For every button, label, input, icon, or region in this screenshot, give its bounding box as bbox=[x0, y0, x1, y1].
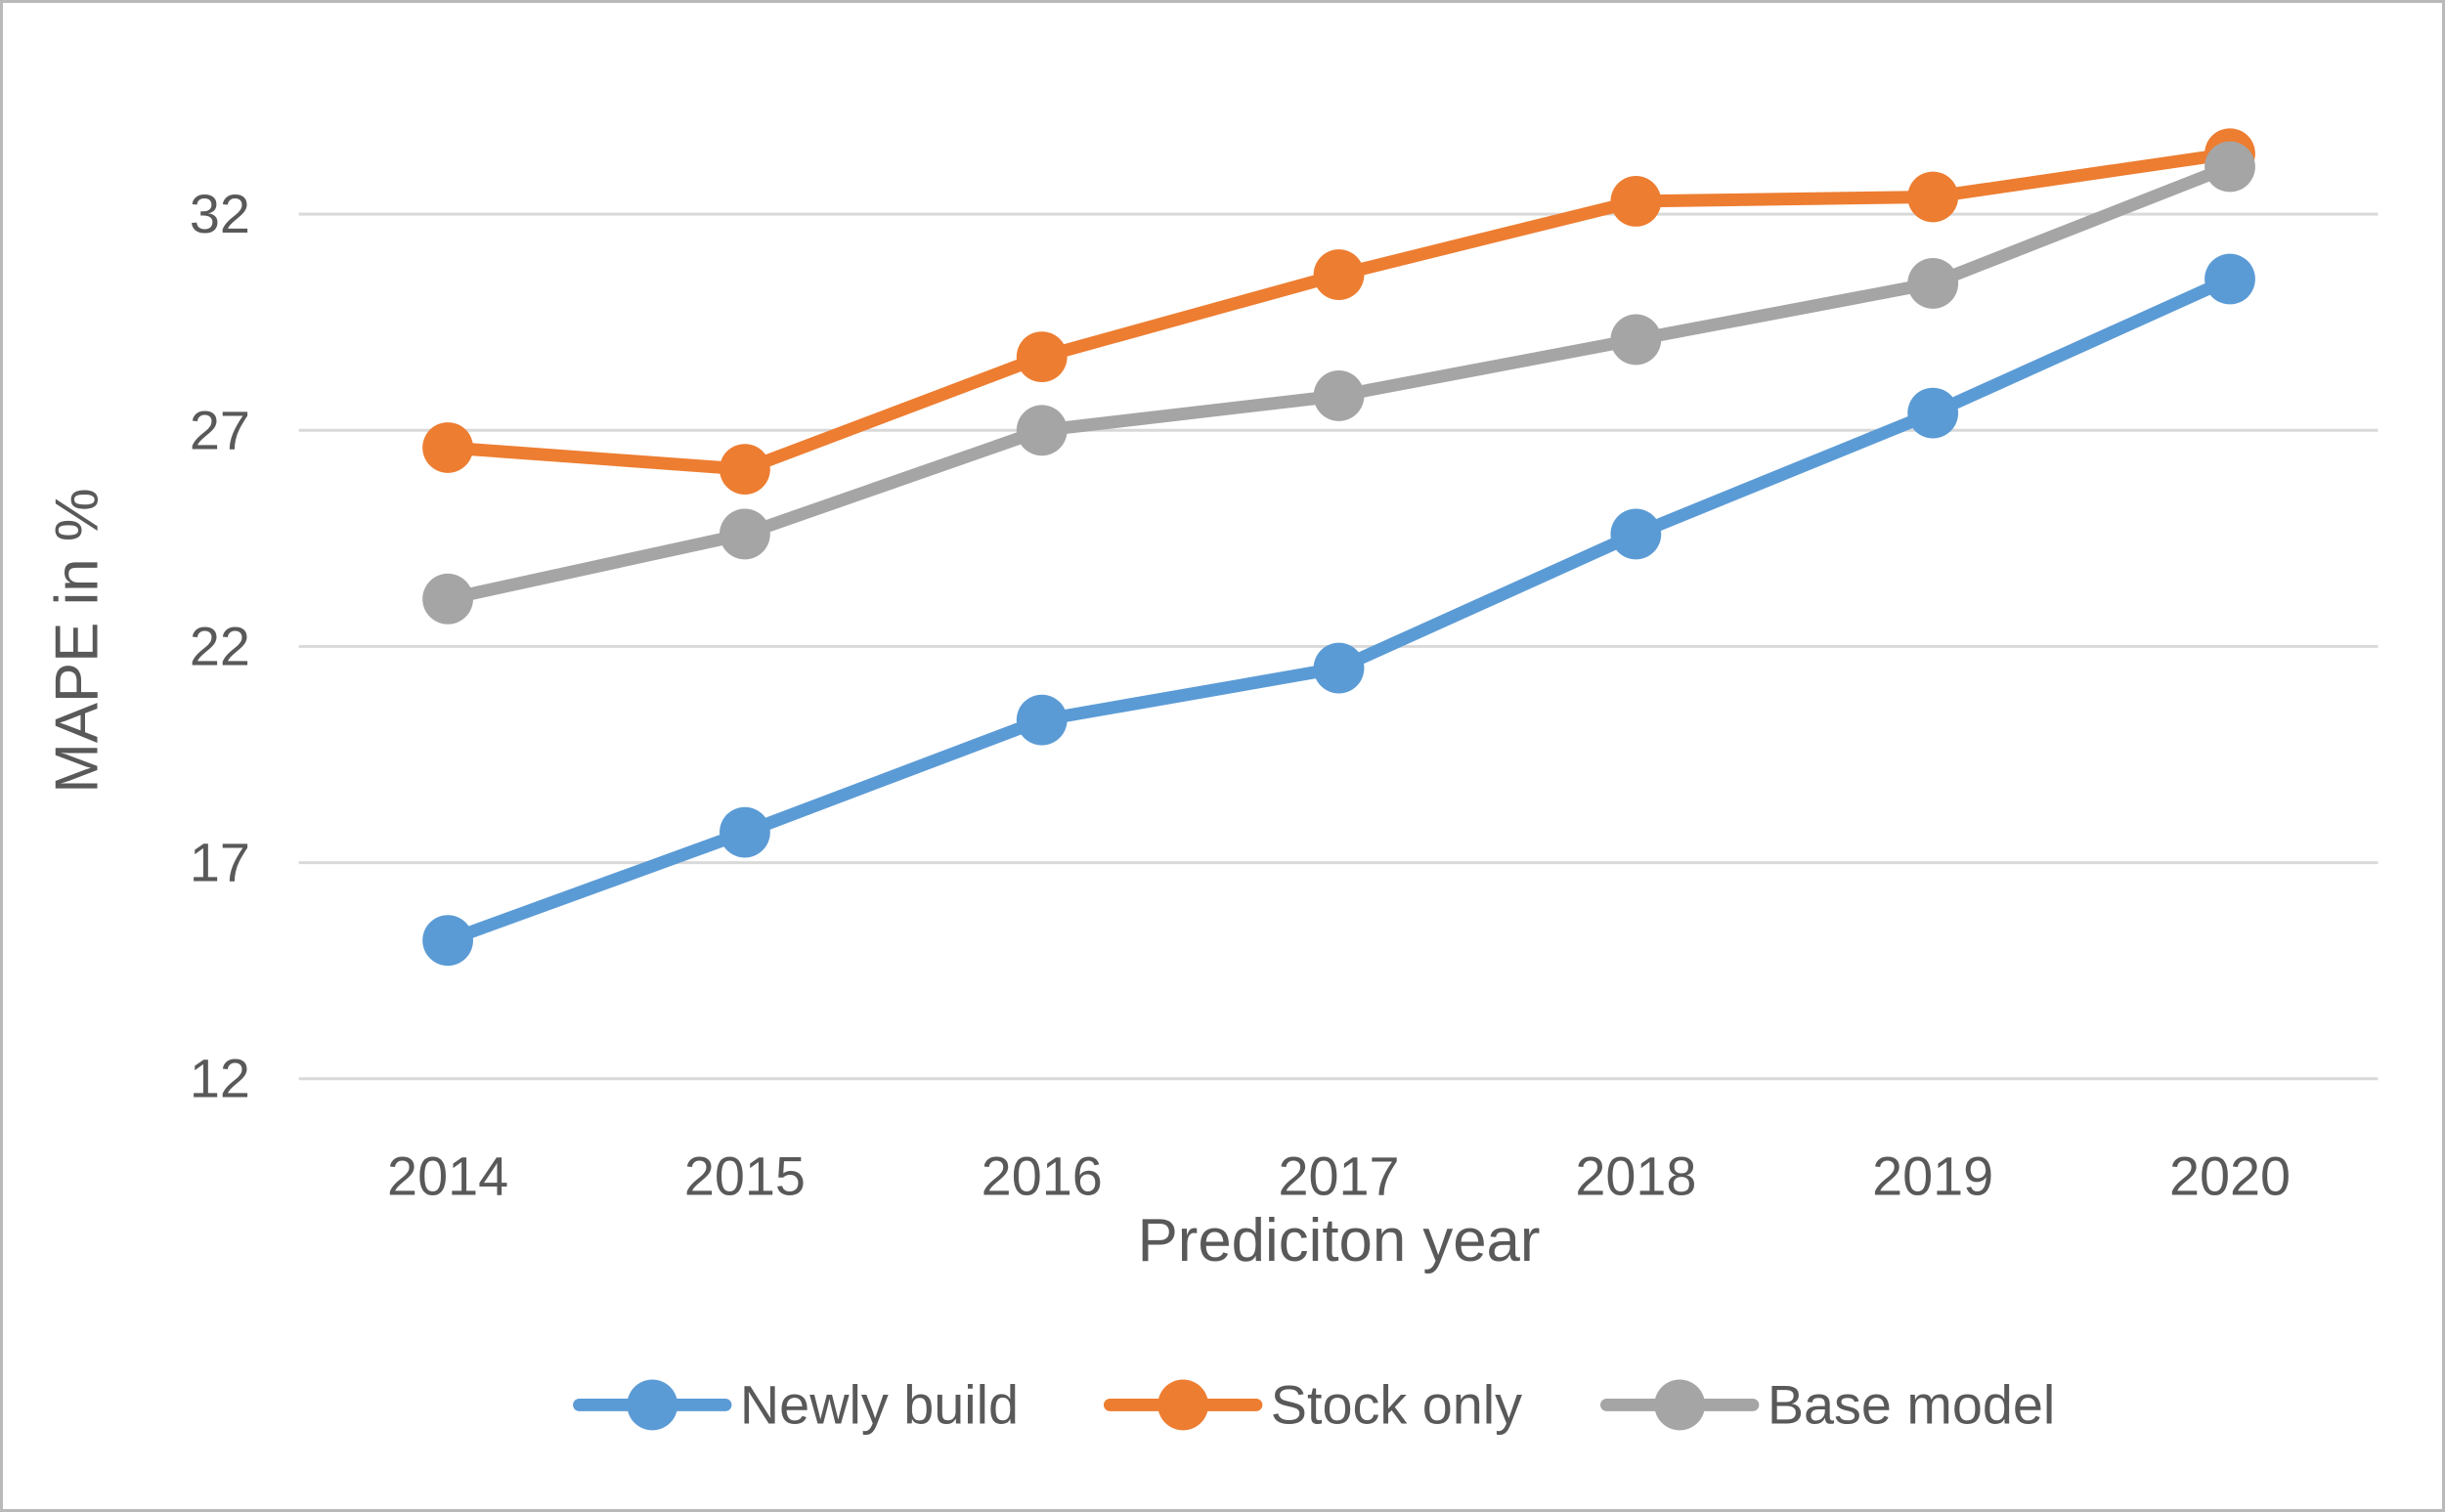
data-point-marker bbox=[2205, 253, 2255, 305]
series-base-model bbox=[422, 141, 2255, 625]
series-stock-only bbox=[422, 128, 2255, 496]
legend-item-newly-build: Newly build bbox=[573, 1374, 1019, 1435]
legend-item-stock-only: Stock only bbox=[1103, 1374, 1522, 1435]
data-point-marker bbox=[1610, 314, 1662, 366]
x-tick-label: 2014 bbox=[387, 1145, 508, 1206]
data-point-marker bbox=[1313, 642, 1365, 694]
series-layer bbox=[422, 128, 2255, 967]
legend: Newly build Stock only Base model bbox=[573, 1374, 2056, 1435]
y-tick-label: 17 bbox=[190, 833, 250, 893]
data-point-marker bbox=[1016, 331, 1068, 383]
legend-item-base-model: Base model bbox=[1599, 1374, 2056, 1435]
legend-label: Base model bbox=[1768, 1374, 2056, 1435]
series-line bbox=[441, 147, 2237, 476]
data-point-marker bbox=[1907, 171, 1959, 223]
x-tick-label: 2017 bbox=[1279, 1145, 1400, 1206]
x-tick-label: 2020 bbox=[2169, 1145, 2291, 1206]
x-tick-label: 2019 bbox=[1872, 1145, 1993, 1206]
data-point-marker bbox=[1016, 694, 1068, 746]
x-tick-label: 2015 bbox=[684, 1145, 806, 1206]
y-axis-title: MAPE in % bbox=[43, 488, 110, 793]
legend-label: Stock only bbox=[1271, 1374, 1522, 1435]
data-point-marker bbox=[1313, 370, 1365, 421]
data-point-marker bbox=[422, 915, 473, 967]
legend-label: Newly build bbox=[740, 1374, 1019, 1435]
data-point-marker bbox=[422, 573, 473, 625]
data-point-marker bbox=[1907, 258, 1959, 309]
data-point-marker bbox=[720, 508, 770, 560]
data-point-marker bbox=[1313, 249, 1365, 300]
legend-marker-dot bbox=[627, 1379, 678, 1431]
data-point-marker bbox=[1907, 387, 1959, 439]
y-tick-label: 22 bbox=[190, 616, 250, 676]
y-tick-label: 12 bbox=[190, 1049, 250, 1109]
y-tick-label: 27 bbox=[190, 400, 250, 460]
data-point-marker bbox=[720, 806, 770, 858]
data-point-marker bbox=[2205, 141, 2255, 193]
data-point-marker bbox=[720, 444, 770, 496]
x-tick-label: 2018 bbox=[1575, 1145, 1696, 1206]
legend-marker-dot bbox=[1654, 1379, 1706, 1431]
data-point-marker bbox=[1610, 508, 1662, 560]
data-point-marker bbox=[422, 422, 473, 473]
data-point-marker bbox=[1016, 405, 1068, 456]
y-axis-tick-labels: 12 17 22 27 32 bbox=[190, 184, 250, 1109]
legend-marker-dot bbox=[1157, 1379, 1209, 1431]
x-axis-tick-labels: 2014 2015 2016 2017 2018 2019 2020 bbox=[387, 1145, 2291, 1206]
x-axis-title: Prediciton year bbox=[1138, 1207, 1541, 1274]
data-point-marker bbox=[1610, 175, 1662, 227]
y-tick-label: 32 bbox=[190, 184, 250, 244]
series-newly-build bbox=[422, 253, 2255, 967]
x-tick-label: 2016 bbox=[982, 1145, 1103, 1206]
